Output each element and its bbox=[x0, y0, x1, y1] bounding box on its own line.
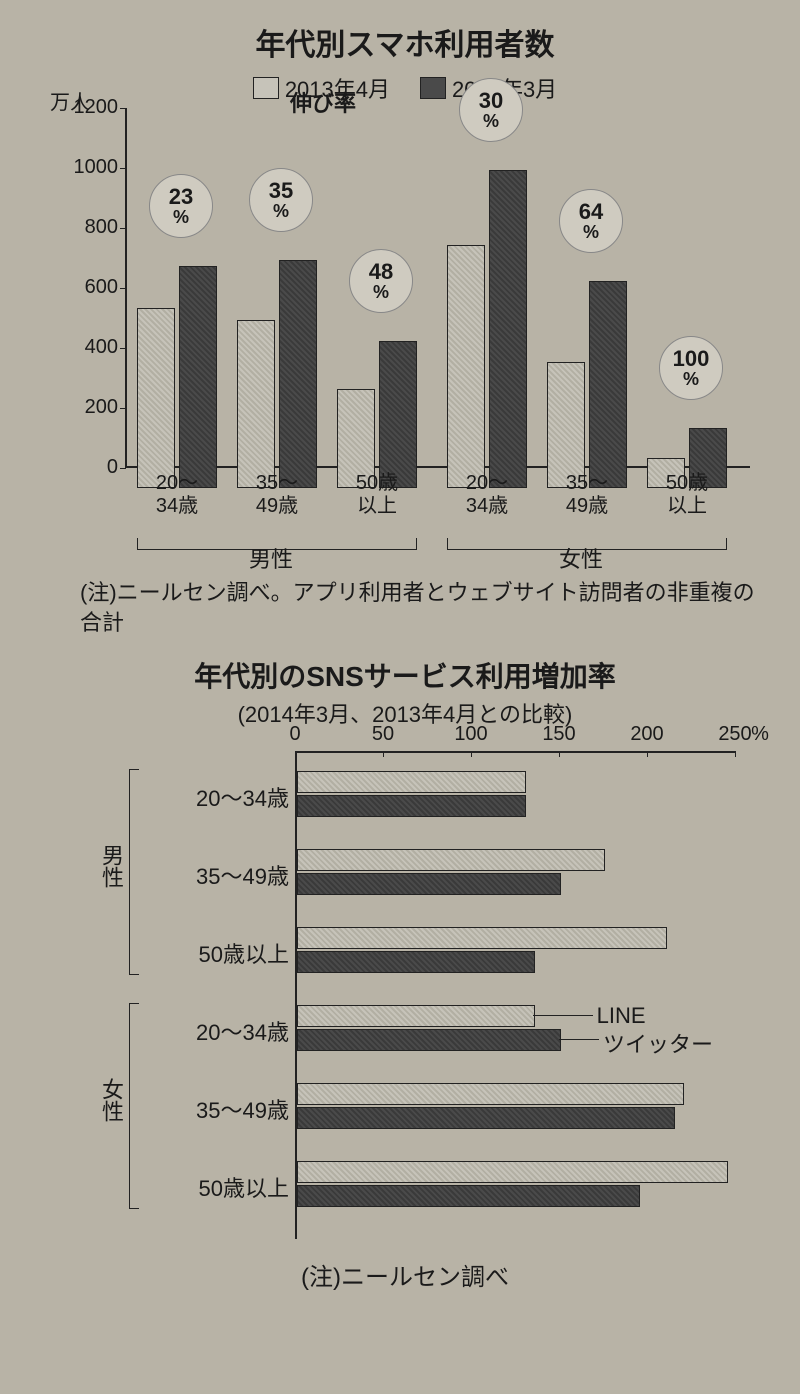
chart1-plot: 万人 伸び率 020040060080010001200 23%35%48%30… bbox=[60, 108, 750, 488]
chart2-bar-twitter bbox=[297, 1029, 561, 1051]
chart1-bar-2013 bbox=[447, 245, 485, 488]
chart2-bar-twitter bbox=[297, 951, 535, 973]
chart2-title: 年代別のSNSサービス利用増加率 bbox=[40, 655, 770, 695]
chart1-bar-2014 bbox=[179, 266, 217, 488]
chart2-category-label: 35～49歳 bbox=[139, 1093, 289, 1125]
chart1-growth-bubble: 100% bbox=[659, 336, 723, 400]
chart2-bar-line bbox=[297, 1005, 535, 1027]
chart1-ytick: 1000 bbox=[60, 156, 118, 179]
chart2-note: (注)ニールセン調べ bbox=[40, 1257, 770, 1292]
chart2-bar-twitter bbox=[297, 1185, 640, 1207]
chart2-xtick: 200 bbox=[622, 723, 672, 746]
chart2-category-label: 20～34歳 bbox=[139, 1015, 289, 1047]
chart2-xtick: 50 bbox=[358, 723, 408, 746]
chart2-bar-line bbox=[297, 1161, 728, 1183]
chart2-xtick: 100 bbox=[446, 723, 496, 746]
chart2-gender-label: 男性 bbox=[95, 844, 127, 888]
chart2-bar-twitter bbox=[297, 1107, 675, 1129]
chart2-bar-line bbox=[297, 771, 526, 793]
chart2-bar-twitter bbox=[297, 795, 526, 817]
chart1-growth-bubble: 35% bbox=[249, 168, 313, 232]
chart1-gender-label: 男性 bbox=[249, 542, 293, 574]
chart2-bar-line bbox=[297, 849, 605, 871]
chart2-bar-twitter bbox=[297, 873, 561, 895]
chart2-gender-bracket bbox=[129, 1003, 139, 1209]
chart1-bar-2014 bbox=[379, 341, 417, 488]
chart1-ytick: 600 bbox=[60, 276, 118, 299]
chart1-ytick: 400 bbox=[60, 336, 118, 359]
legend-swatch-dark bbox=[420, 77, 446, 99]
chart2-plot: 050100150200250% 20～34歳35～49歳50歳以上20～34歳… bbox=[55, 729, 755, 1249]
chart2-bar-line bbox=[297, 1083, 684, 1105]
chart2-bar-line bbox=[297, 927, 667, 949]
chart1-title: 年代別スマホ利用者数 bbox=[40, 20, 770, 64]
chart1-bar-2014 bbox=[279, 260, 317, 488]
chart2-xtick: 150 bbox=[534, 723, 584, 746]
chart1-ytick: 800 bbox=[60, 216, 118, 239]
chart1-ytick: 200 bbox=[60, 396, 118, 419]
chart1-note: (注)ニールセン調べ。アプリ利用者とウェブサイト訪問者の非重複の合計 bbox=[80, 578, 770, 637]
chart1-bar-2013 bbox=[137, 308, 175, 488]
chart2-category-label: 50歳以上 bbox=[139, 937, 289, 969]
chart1-ytick: 1200 bbox=[60, 96, 118, 119]
chart2-category-label: 35～49歳 bbox=[139, 859, 289, 891]
chart1-growth-label: 伸び率 bbox=[290, 86, 356, 118]
chart2-series-label-twitter: ツイッター bbox=[603, 1027, 713, 1059]
chart1-bar-2014 bbox=[489, 170, 527, 488]
chart1-growth-bubble: 48% bbox=[349, 249, 413, 313]
legend-swatch-light bbox=[253, 77, 279, 99]
chart2-category-label: 50歳以上 bbox=[139, 1171, 289, 1203]
chart1-gender-label: 女性 bbox=[559, 542, 603, 574]
chart1-bar-2013 bbox=[547, 362, 585, 488]
chart1-growth-bubble: 64% bbox=[559, 189, 623, 253]
chart1-growth-bubble: 30% bbox=[459, 78, 523, 142]
chart1-bar-2014 bbox=[589, 281, 627, 488]
chart1-legend: 2013年4月 2014年3月 bbox=[40, 72, 770, 104]
chart2-gender-bracket bbox=[129, 769, 139, 975]
chart1-ytick: 0 bbox=[60, 456, 118, 479]
chart2-series-label-line: LINE bbox=[597, 1003, 646, 1029]
chart1-growth-bubble: 23% bbox=[149, 174, 213, 238]
chart2-unit: % bbox=[745, 723, 775, 746]
chart2-category-label: 20～34歳 bbox=[139, 781, 289, 813]
chart2-gender-label: 女性 bbox=[95, 1078, 127, 1122]
chart1-bar-2013 bbox=[237, 320, 275, 488]
chart2-xtick: 0 bbox=[270, 723, 320, 746]
chart2-x-axis bbox=[295, 751, 735, 753]
